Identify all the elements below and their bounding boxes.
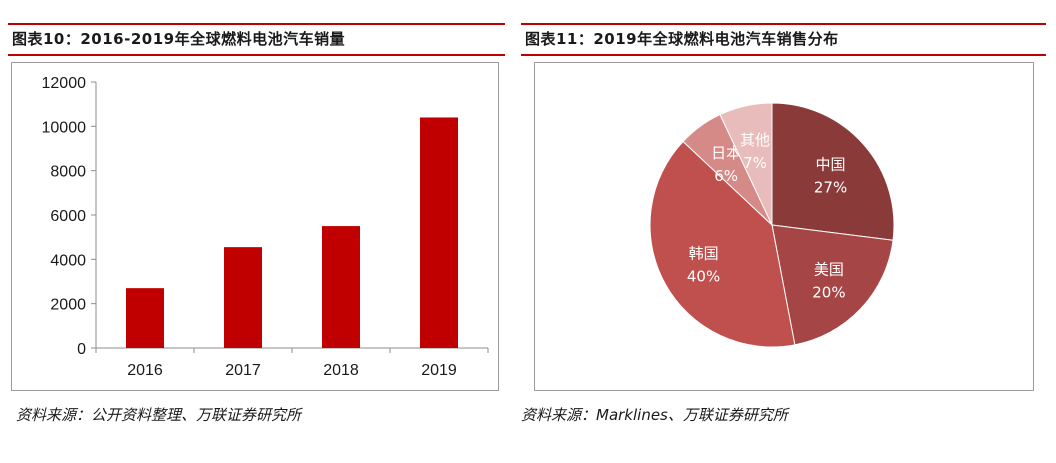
y-tick-label: 6000 <box>50 208 86 225</box>
x-tick-label: 2018 <box>323 362 359 379</box>
y-tick-label: 2000 <box>50 297 86 314</box>
slice-name-label: 美国 <box>814 260 844 278</box>
bar-2018 <box>322 226 360 348</box>
source-note: 资料来源：公开资料整理、万联证券研究所 <box>16 406 302 424</box>
slice-percent-label: 20% <box>812 283 845 301</box>
pie-chart-frame: 中国 27% 美国 20% 韩国 40% 日本 6% 其他 7% <box>534 62 1034 391</box>
y-tick-label: 10000 <box>42 119 87 136</box>
slice-percent-label: 40% <box>687 268 720 286</box>
x-tick-label: 2019 <box>421 362 457 379</box>
pie-chart: 中国 27% 美国 20% 韩国 40% 日本 6%其他 7% <box>649 102 895 348</box>
figure-title: 图表11：2019年全球燃料电池汽车销售分布 <box>525 30 839 48</box>
title-rule <box>521 54 1046 56</box>
x-tick-label: 2016 <box>127 362 163 379</box>
bar-2019 <box>420 117 458 348</box>
bar-2016 <box>126 288 164 348</box>
source-note: 资料来源：Marklines、万联证券研究所 <box>521 406 788 424</box>
y-tick-label: 12000 <box>42 75 87 92</box>
pie-slice-5 <box>719 102 773 226</box>
slice-name-label: 日本 <box>711 144 741 162</box>
slice-name-label: 中国 <box>816 155 846 173</box>
title-rule <box>8 54 505 56</box>
y-tick-label: 8000 <box>50 164 86 181</box>
slice-percent-label: 6% <box>714 167 738 185</box>
pie-chart-panel: 图表11：2019年全球燃料电池汽车销售分布 中国 27% 美国 20% 韩国 40% 日本… <box>521 0 1046 463</box>
top-rule <box>8 23 505 25</box>
figure-title: 图表10：2016-2019年全球燃料电池汽车销量 <box>12 30 346 48</box>
y-tick-label: 0 <box>77 341 86 358</box>
bar-chart-frame: 0 2000 4000 6000 8000 10000 12000 2016 2017 2018 2… <box>11 62 499 391</box>
x-tick-label: 2017 <box>225 362 261 379</box>
y-tick-label: 4000 <box>50 252 86 269</box>
pie-slice-3 <box>649 140 796 348</box>
bar-chart-panel: 图表10：2016-2019年全球燃料电池汽车销量 0 2000 4000 6000 8… <box>8 0 505 463</box>
pie-slice-1 <box>771 102 895 241</box>
top-rule <box>521 23 1046 25</box>
slice-percent-label: 7% <box>743 154 767 172</box>
slice-name-label: 其他 <box>740 131 770 149</box>
slice-name-label: 韩国 <box>689 245 719 263</box>
bar-chart: 0 2000 4000 6000 8000 10000 12000 2016 2017 2018 2… <box>42 75 489 379</box>
bar-2017 <box>224 247 262 348</box>
slice-percent-label: 27% <box>814 178 847 196</box>
pie-slice-2 <box>771 224 894 346</box>
